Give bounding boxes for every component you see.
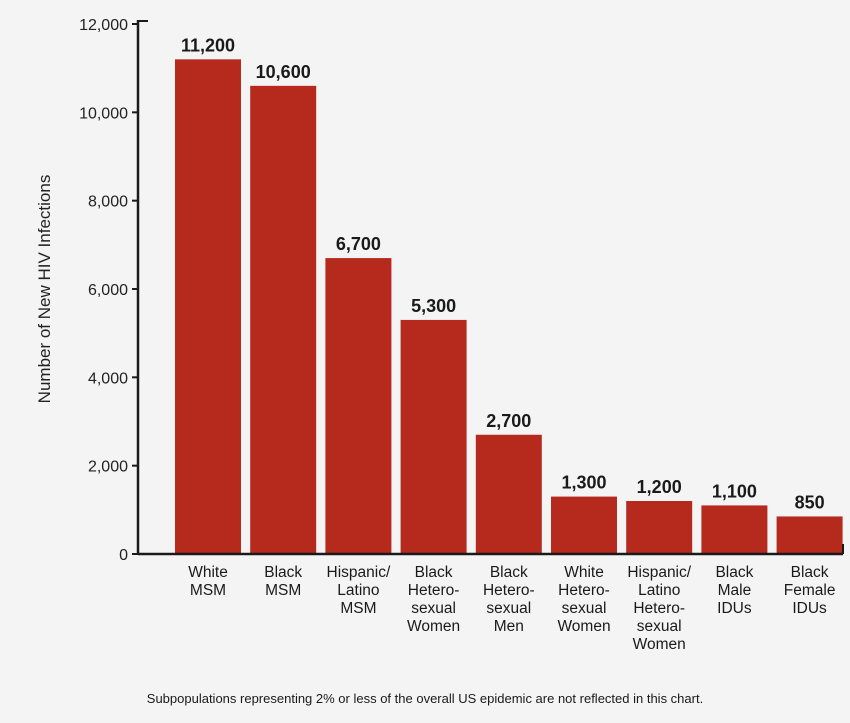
data-label-2: 6,700 [336, 234, 381, 254]
data-label-6: 1,200 [637, 477, 682, 497]
data-label-1: 10,600 [256, 62, 311, 82]
y-tick-label-2: 4,000 [88, 370, 128, 387]
bar-7 [701, 505, 768, 554]
data-label-5: 1,300 [561, 473, 606, 493]
data-label-7: 1,100 [712, 481, 757, 501]
data-label-4: 2,700 [486, 411, 531, 431]
x-tick-label-7: Black Male IDUs [715, 564, 753, 617]
bar-2 [325, 258, 392, 554]
bar-3 [400, 319, 467, 554]
y-tick-label-0: 0 [119, 547, 128, 564]
x-tick-label-2: Hispanic/Latino MSM [327, 564, 391, 617]
x-tick-label-3: Black Hetero-sexual Women [407, 564, 460, 635]
x-tick-label-4: Black Hetero-sexual Men [483, 564, 535, 635]
data-label-3: 5,300 [411, 296, 456, 316]
x-tick-label-8: Black Female IDUs [784, 564, 836, 617]
chart-footnote: Subpopulations representing 2% or less o… [146, 691, 704, 706]
y-tick-label-3: 6,000 [88, 282, 128, 299]
labels-group: 11,200 10,600 6,700 5,300 2,700 1,300 1,200 1,1… [35, 17, 835, 653]
x-tick-label-1: Black MSM [264, 564, 302, 599]
y-tick-label-1: 2,000 [88, 459, 128, 476]
y-tick-label-6: 12,000 [79, 17, 128, 34]
x-tick-label-5: White Hetero-sexual Women [557, 564, 610, 635]
bar-4 [475, 434, 542, 554]
axes-group [132, 20, 844, 556]
bar-1 [250, 85, 317, 554]
bar-5 [551, 496, 617, 554]
x-tick-label-0: White MSM [188, 564, 228, 599]
data-label-8: 850 [795, 492, 825, 512]
bar-0 [175, 59, 241, 554]
bar-8 [776, 516, 843, 554]
bars-group [175, 59, 843, 554]
y-tick-label-4: 8,000 [88, 194, 128, 211]
y-tick-label-5: 10,000 [79, 105, 128, 122]
bar-6 [626, 501, 693, 554]
data-label-0: 11,200 [181, 35, 235, 55]
x-tick-label-6: Hispanic/Latino Hetero-sexual Women [627, 564, 691, 653]
y-axis-title: Number of New HIV Infections [35, 175, 54, 404]
